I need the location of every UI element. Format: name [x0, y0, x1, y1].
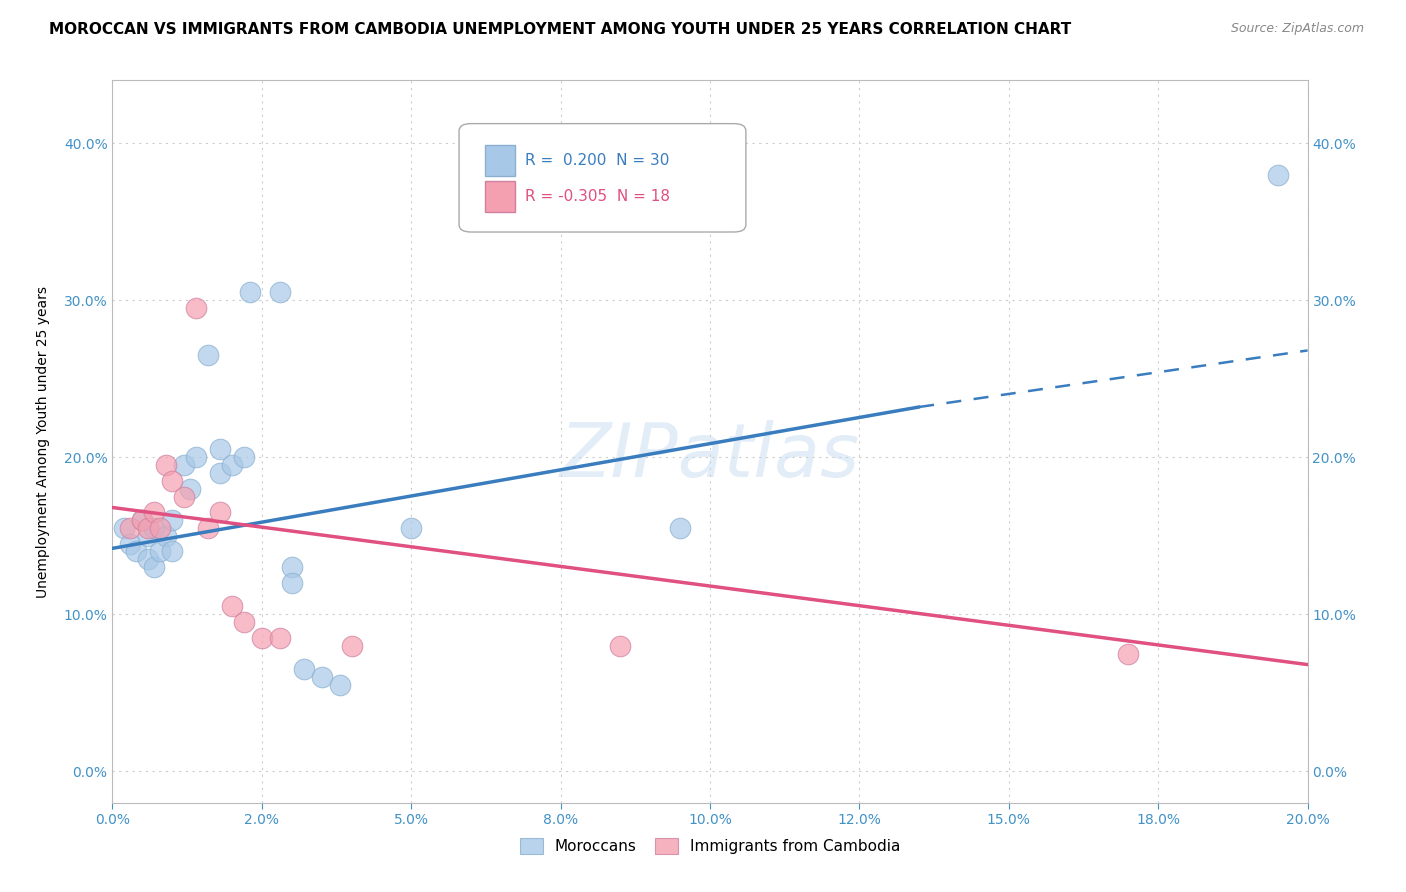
Point: [209, 466, 232, 480]
Point: [125, 544, 148, 558]
Point: [669, 521, 692, 535]
Point: [120, 536, 142, 550]
Point: [233, 450, 256, 465]
Text: ZIPatlas: ZIPatlas: [560, 420, 860, 492]
Point: [221, 599, 243, 614]
Y-axis label: Unemployment Among Youth under 25 years: Unemployment Among Youth under 25 years: [37, 285, 49, 598]
Point: [143, 521, 166, 535]
Point: [114, 521, 135, 535]
Point: [209, 442, 232, 457]
Point: [269, 631, 291, 645]
Point: [329, 678, 352, 692]
Point: [197, 521, 219, 535]
Point: [269, 285, 291, 300]
Point: [149, 521, 172, 535]
Point: [143, 560, 166, 574]
Point: [143, 505, 166, 519]
Point: [250, 631, 273, 645]
Point: [281, 560, 304, 574]
Point: [173, 490, 195, 504]
Point: [221, 458, 243, 472]
Point: [186, 301, 208, 315]
Text: MOROCCAN VS IMMIGRANTS FROM CAMBODIA UNEMPLOYMENT AMONG YOUTH UNDER 25 YEARS COR: MOROCCAN VS IMMIGRANTS FROM CAMBODIA UNE…: [49, 22, 1071, 37]
Point: [292, 662, 315, 676]
Point: [197, 348, 219, 362]
Point: [149, 544, 172, 558]
Point: [155, 529, 177, 543]
Point: [233, 615, 256, 630]
Legend: Moroccans, Immigrants from Cambodia: Moroccans, Immigrants from Cambodia: [513, 832, 907, 860]
Point: [179, 482, 201, 496]
Point: [162, 513, 183, 527]
Point: [186, 450, 208, 465]
Bar: [485, 145, 515, 176]
Point: [209, 505, 232, 519]
Point: [131, 513, 153, 527]
Point: [138, 521, 160, 535]
Point: [340, 639, 363, 653]
Text: Source: ZipAtlas.com: Source: ZipAtlas.com: [1230, 22, 1364, 36]
Point: [162, 544, 183, 558]
Point: [311, 670, 333, 684]
Point: [162, 474, 183, 488]
Point: [239, 285, 262, 300]
Point: [1118, 647, 1140, 661]
Text: R = -0.305  N = 18: R = -0.305 N = 18: [524, 189, 669, 204]
Point: [401, 521, 423, 535]
Point: [138, 552, 160, 566]
FancyBboxPatch shape: [458, 124, 747, 232]
Point: [173, 458, 195, 472]
Point: [609, 639, 631, 653]
Point: [131, 513, 153, 527]
Text: R =  0.200  N = 30: R = 0.200 N = 30: [524, 153, 669, 168]
Point: [1267, 168, 1289, 182]
Point: [138, 529, 160, 543]
Point: [120, 521, 142, 535]
Bar: [485, 181, 515, 211]
Point: [155, 458, 177, 472]
Point: [281, 575, 304, 590]
